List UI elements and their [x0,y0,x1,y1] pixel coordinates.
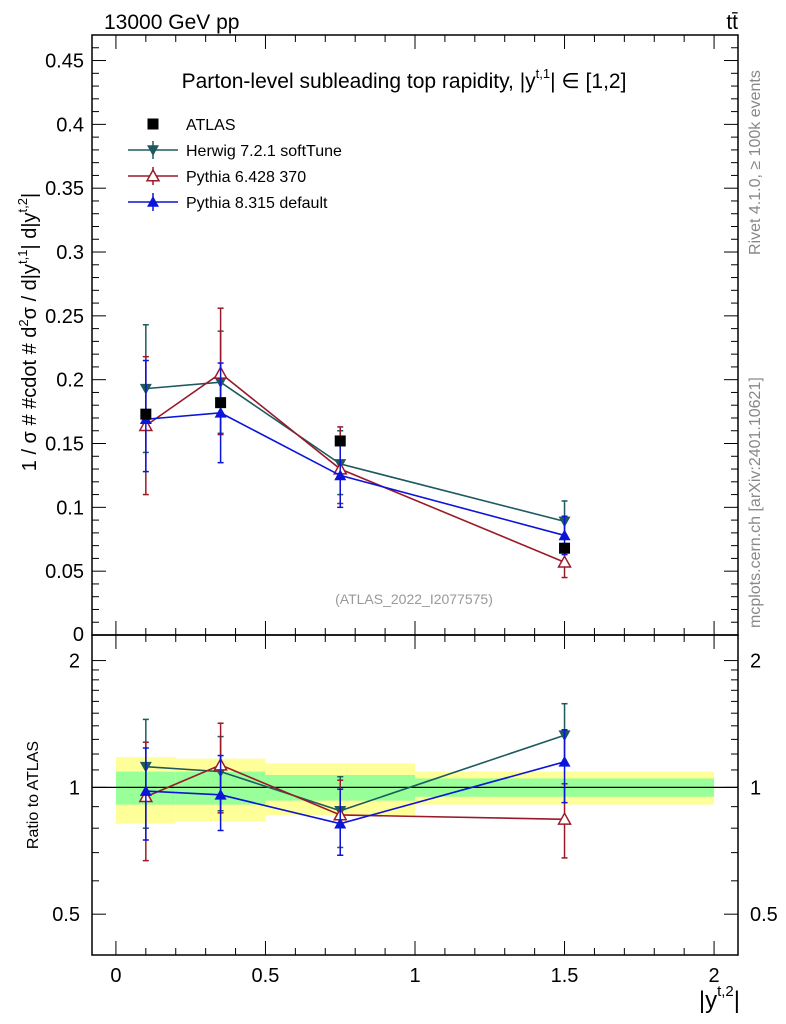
atlas-point [140,408,152,420]
series-point [334,469,347,481]
series-line [145,412,565,537]
legend-entry: ATLAS [147,117,236,134]
series-0 [139,324,571,537]
legend-entry: Herwig 7.2.1 softTune [128,141,342,160]
x-axis-label: |yt,2| [699,983,740,1014]
series-line [145,372,565,563]
series-1 [138,307,572,579]
main-y-axis-label: 1 / σ # #cdot # d2σ / d|yt,1| d|yt,2| [15,193,41,471]
atlas-point [334,435,346,447]
legend-marker [145,168,161,182]
ratio-point [214,788,227,800]
ratio-y-tick-label-right: 1 [750,777,761,799]
ratio-y-tick-label-right: 0.5 [750,904,778,926]
ratio-series-line [145,761,565,825]
main-y-tick-label: 0.25 [45,306,84,328]
atlas-data [140,397,571,554]
ratio-y-axis-label: Ratio to ATLAS [25,741,42,849]
main-panel: 0.05 0.1 0.15 0.2 0.25 0.3 0.35 0.4 0.45 0 Parton… [15,34,739,646]
ratio-point [139,785,152,796]
main-y-tick-label: 0.3 [56,242,84,264]
series-point [558,529,571,541]
series-point [557,554,572,568]
legend: ATLAS Herwig 7.2.1 softTune Pythia 6.428 3… [128,117,342,212]
legend-marker [147,196,159,207]
legend-entry: Pythia 6.428 370 [128,167,306,186]
ratio-frame [91,634,739,956]
main-y-tick-label: 0.1 [56,497,84,519]
atlas-point [215,397,227,409]
legend-label: ATLAS [186,117,236,134]
chart-title: Parton-level subleading top rapidity, |y… [182,66,627,93]
ratio-y-tick-label: 2 [69,651,80,673]
legend-marker [147,118,159,130]
legend-label: Pythia 6.428 370 [186,169,306,186]
main-y-tick-label: 0.35 [45,178,84,200]
side-mcplots-label: mcplots.cern.ch [arXiv:2401.10621] [747,377,764,628]
header-energy-label: 13000 GeV pp [104,11,239,34]
legend-label: Herwig 7.2.1 softTune [186,143,342,160]
legend-marker [147,145,159,156]
ratio-y-tick-label-right: 2 [750,651,761,673]
series-2 [139,359,571,556]
main-y-tick-label: 0.05 [45,561,84,583]
main-y-tick-label: 0.15 [45,434,84,456]
analysis-watermark: (ATLAS_2022_I2077575) [335,591,493,607]
ratio-panel: 0.5 0.5 1 1 2 2 0 0.5 1 1.5 2 Ratio to ATLAS [25,634,778,987]
x-tick-label: 2 [709,965,720,987]
ratio-point [334,817,347,829]
main-y-tick-label: 0.4 [56,114,84,136]
side-rivet-label: Rivet 4.1.0, ≥ 100k events [747,70,764,255]
legend-entry: Pythia 8.315 default [128,193,328,212]
header-process-label: tt̄ [726,11,738,34]
x-tick-label: 1.5 [551,965,579,987]
x-tick-label: 0.5 [252,965,280,987]
x-tick-label: 1 [409,965,420,987]
ratio-point [558,755,571,767]
ratio-series-line [145,734,565,812]
x-tick-label: 0 [110,965,121,987]
main-y-tick-label-zero: 0 [73,624,84,646]
main-y-tick-label: 0.45 [45,51,84,73]
series-line [145,381,565,523]
series-point [214,406,227,418]
legend-label: Pythia 8.315 default [186,195,328,212]
ratio-series-line [145,764,565,821]
ratio-series-2 [139,729,571,857]
ratio-y-tick-label: 0.5 [52,904,80,926]
main-y-tick-label: 0.2 [56,370,84,392]
atlas-point [559,542,571,554]
ratio-point [557,811,572,825]
ratio-y-tick-label: 1 [69,777,80,799]
